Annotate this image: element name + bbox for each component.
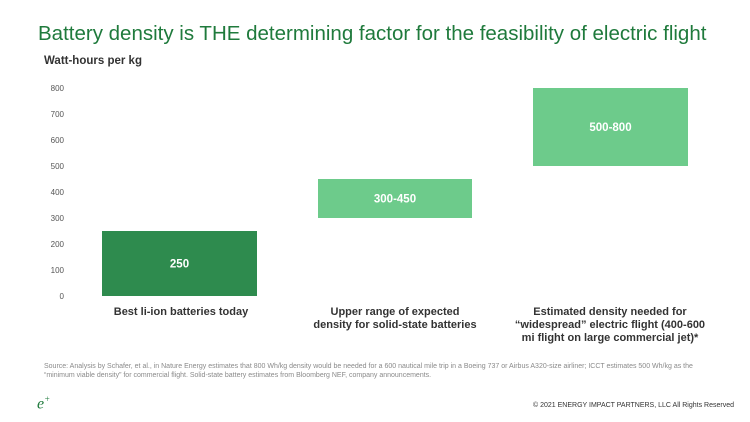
company-logo: e+ <box>37 394 50 413</box>
y-axis-label: Watt-hours per kg <box>44 55 142 67</box>
chart-plot: 0 100 200 300 400 500 600 700 800 250 Best li-ion … <box>51 84 705 344</box>
y-tick-label: 500 <box>51 162 65 171</box>
bar-3 <box>533 88 688 166</box>
source-note: Source: Analysis by Schafer, et al., in … <box>44 363 693 379</box>
chart-title: Battery density is THE determining facto… <box>38 22 707 45</box>
y-tick-label: 200 <box>51 240 65 249</box>
y-tick-label: 700 <box>51 110 65 119</box>
y-tick-label: 400 <box>51 188 65 197</box>
category-label: density for solid-state batteries <box>313 319 476 331</box>
bar-value-label: 250 <box>170 259 189 271</box>
bar-value-label: 300-450 <box>374 194 416 206</box>
bar-1 <box>102 231 257 296</box>
y-tick-label: 300 <box>51 214 65 223</box>
y-tick-label: 600 <box>51 136 65 145</box>
category-label: Estimated density needed for <box>533 306 687 318</box>
category-label: Upper range of expected <box>331 306 460 318</box>
logo-letter: e <box>37 395 45 413</box>
y-tick-label: 100 <box>51 266 65 275</box>
y-tick-label: 800 <box>51 84 65 93</box>
logo-mark: + <box>44 394 51 404</box>
bar-value-label: 500-800 <box>589 122 631 134</box>
category-label: mi flight on large commercial jet)* <box>522 332 699 344</box>
category-label: “widespread” electric flight (400-600 <box>515 319 705 331</box>
bar-2 <box>318 179 472 218</box>
y-tick-label: 0 <box>60 292 65 301</box>
copyright-notice: © 2021 ENERGY IMPACT PARTNERS, LLC All R… <box>533 402 734 409</box>
category-label: Best li-ion batteries today <box>114 306 249 318</box>
